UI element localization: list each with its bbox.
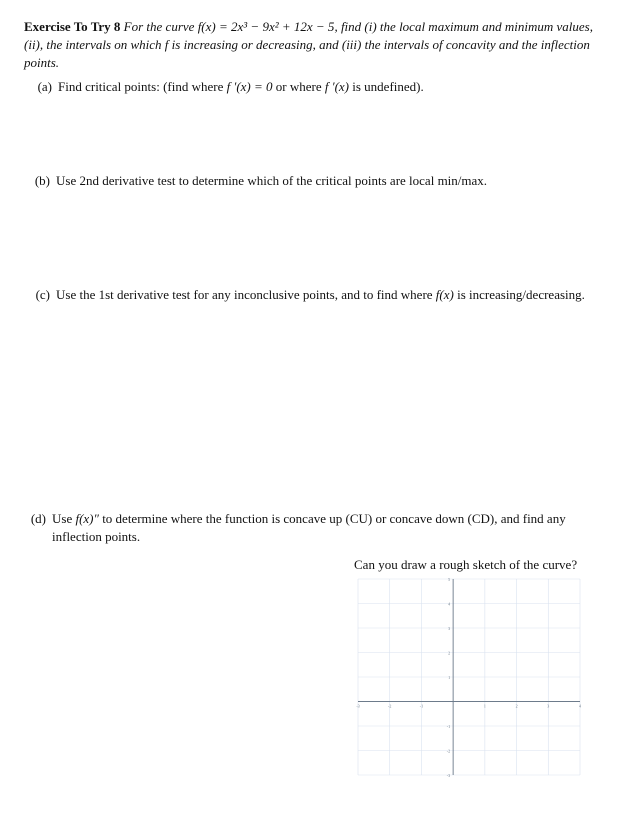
part-b-marker: (b) (28, 172, 56, 190)
svg-text:-1: -1 (447, 724, 450, 729)
sketch-label: Can you draw a rough sketch of the curve… (354, 556, 584, 574)
exercise-label: Exercise To Try 8 (24, 19, 120, 34)
exercise-header: Exercise To Try 8 For the curve f(x) = 2… (24, 18, 612, 72)
parts-list: (a) Find critical points: (find where f … (24, 78, 612, 778)
svg-text:2: 2 (448, 651, 450, 656)
svg-text:3: 3 (547, 704, 549, 709)
grid-svg: -3 -2 -1 1 2 3 4 -3 -2 -1 1 2 3 4 5 (354, 577, 584, 777)
svg-text:4: 4 (579, 704, 581, 709)
part-c-marker: (c) (28, 286, 56, 304)
part-c: (c) Use the 1st derivative test for any … (24, 286, 612, 304)
part-a: (a) Find critical points: (find where f … (24, 78, 612, 96)
svg-text:-2: -2 (447, 749, 450, 754)
sketch-grid: -3 -2 -1 1 2 3 4 -3 -2 -1 1 2 3 4 5 (354, 577, 584, 777)
part-b: (b) Use 2nd derivative test to determine… (24, 172, 612, 190)
part-a-body: Find critical points: (find where f ′(x)… (58, 78, 612, 96)
svg-text:-1: -1 (420, 704, 423, 709)
part-a-marker: (a) (30, 78, 58, 96)
svg-text:4: 4 (448, 602, 450, 607)
workspace-b (24, 196, 612, 286)
svg-text:2: 2 (516, 704, 518, 709)
part-d: (d) Use f(x)″ to determine where the fun… (24, 510, 612, 546)
workspace-c (24, 310, 612, 510)
svg-text:-3: -3 (356, 704, 359, 709)
workspace-a (24, 102, 612, 172)
svg-text:3: 3 (448, 626, 450, 631)
svg-text:1: 1 (484, 704, 486, 709)
svg-text:-3: -3 (447, 773, 450, 777)
svg-text:5: 5 (448, 577, 450, 582)
svg-text:-2: -2 (388, 704, 391, 709)
part-d-marker: (d) (24, 510, 52, 546)
part-d-body: Use f(x)″ to determine where the functio… (52, 510, 612, 546)
part-b-body: Use 2nd derivative test to determine whi… (56, 172, 612, 190)
sketch-column: Can you draw a rough sketch of the curve… (354, 556, 584, 778)
part-c-body: Use the 1st derivative test for any inco… (56, 286, 612, 304)
sketch-area: Can you draw a rough sketch of the curve… (24, 556, 612, 778)
svg-text:1: 1 (448, 675, 450, 680)
